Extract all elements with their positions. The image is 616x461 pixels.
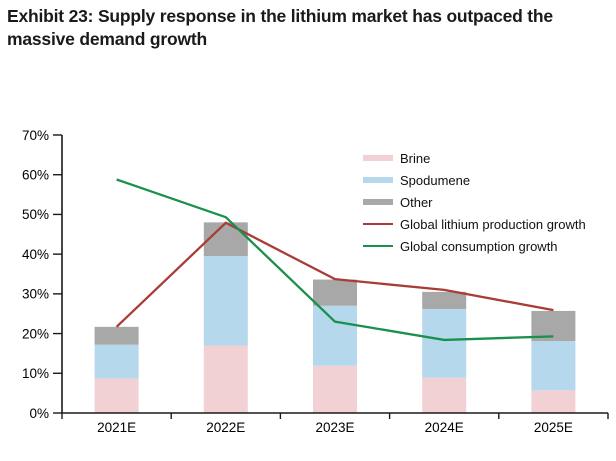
bar-segment-brine-2021e <box>94 378 139 413</box>
bar-segment-brine-2023e <box>313 365 357 413</box>
bar-segment-other-2021e <box>94 326 139 345</box>
global-lithium-production-growth-line <box>115 221 554 328</box>
global-consumption-growth-line <box>116 178 554 342</box>
y-tick-label: 70% <box>22 128 49 143</box>
legend-item-global-consumption-growth: Global consumption growth <box>363 235 586 257</box>
legend-bar-swatch-other <box>363 199 393 205</box>
bar-segment-other-2024e <box>422 291 467 309</box>
y-tick-label: 10% <box>22 366 49 381</box>
legend-bar-swatch-brine <box>363 155 393 161</box>
x-category-label: 2023E <box>315 420 354 435</box>
bar-segment-spodumene-2024e <box>422 308 467 378</box>
bar-segment-spodumene-2023e <box>313 305 357 366</box>
bar-segment-other-2022e <box>203 222 248 257</box>
y-tick-label: 30% <box>22 287 49 302</box>
legend-label-other: Other <box>400 194 433 210</box>
bar-segment-spodumene-2021e <box>94 344 139 379</box>
y-tick-label: 20% <box>22 326 49 341</box>
lithium-supply-demand-chart: 0% 10% 20% 30% 40% 50% 60% 70% 2021E 2022E 2023E 20… <box>0 105 616 461</box>
chart-legend: Brine Spodumene Other Global lithium produc… <box>363 147 586 257</box>
exhibit-title: Exhibit 23: Supply response in the lithi… <box>7 6 553 49</box>
y-tick-label: 60% <box>22 168 49 183</box>
x-category-label: 2024E <box>425 420 464 435</box>
legend-item-brine: Brine <box>363 147 586 169</box>
chart-canvas: 0% 10% 20% 30% 40% 50% 60% 70% 2021E 2022E 2023E 20… <box>22 128 609 435</box>
bar-segment-spodumene-2022e <box>203 256 248 346</box>
x-category-label: 2025E <box>534 420 573 435</box>
y-tick-label: 40% <box>22 247 49 262</box>
bar-segment-other-2023e <box>313 279 357 306</box>
y-tick-label: 50% <box>22 207 49 222</box>
legend-label-global-consumption-growth: Global consumption growth <box>400 238 558 254</box>
legend-item-other: Other <box>363 191 586 213</box>
x-category-label: 2022E <box>206 420 245 435</box>
legend-line-swatch-global-lithium-production-growth <box>363 222 393 226</box>
y-tick-label: 0% <box>29 406 49 421</box>
legend-bar-swatch-spodumene <box>363 177 393 183</box>
bar-segment-brine-2022e <box>203 345 248 413</box>
bar-segment-brine-2024e <box>422 377 467 413</box>
x-category-label: 2021E <box>97 420 136 435</box>
legend-item-global-lithium-production-growth: Global lithium production growth <box>363 213 586 235</box>
legend-label-spodumene: Spodumene <box>400 172 471 188</box>
legend-line-swatch-global-consumption-growth <box>363 244 393 248</box>
legend-label-global-lithium-production-growth: Global lithium production growth <box>400 216 586 232</box>
legend-label-brine: Brine <box>400 150 431 166</box>
bar-segment-brine-2025e <box>531 390 576 413</box>
bar-segment-spodumene-2025e <box>531 341 576 391</box>
legend-item-spodumene: Spodumene <box>363 169 586 191</box>
